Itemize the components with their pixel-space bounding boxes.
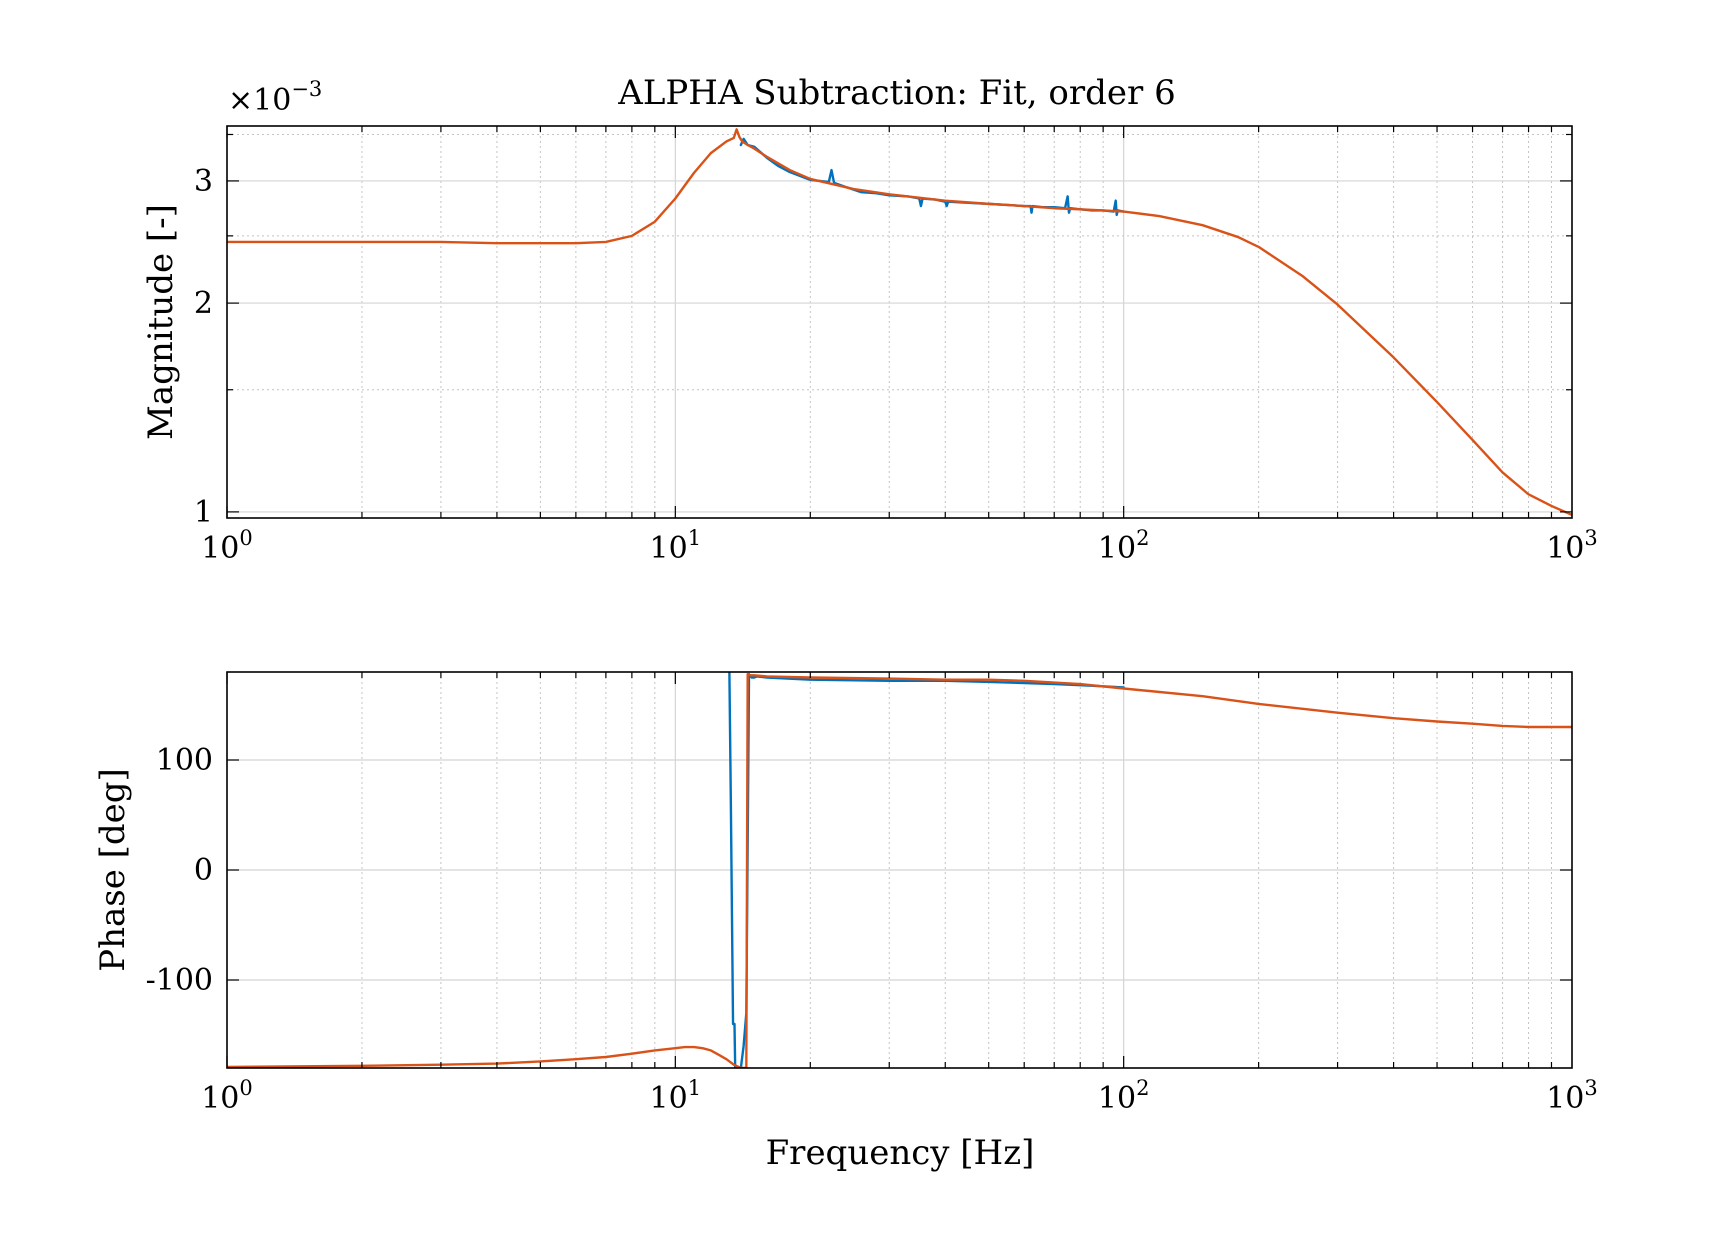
magnitude-series [227,128,1572,517]
x-tick-label-exponent: 1 [688,1076,701,1100]
chart-title: ALPHA Subtraction: Fit, order 6 [617,73,1175,113]
magnitude-ticks [226,126,1572,518]
x-tick-label-base: 10 [1098,531,1136,566]
magnitude-grid [226,126,1572,518]
frequency-xlabel: Frequency [Hz] [766,1133,1035,1173]
magnitude-multiplier-label: ×10−3 [228,77,322,118]
magnitude-axes-box [226,125,1573,519]
phase-ylabel: Phase [deg] [93,768,133,972]
x-tick-label-exponent: 0 [239,526,252,550]
x-tick-label-base: 10 [1546,1081,1584,1116]
x-tick-label-base: 10 [650,1081,688,1116]
x-tick-label-base: 10 [1098,1081,1136,1116]
x-tick-label-base: 10 [201,531,239,566]
phase-ticks [226,672,1572,1068]
y-tick-label: 100 [156,743,213,778]
x-tick-label: 101 [650,1076,702,1116]
x-tick-label-base: 10 [1546,531,1584,566]
x-tick-label-base: 10 [201,1081,239,1116]
phase-series [227,672,1572,1068]
x-tick-label: 100 [201,526,253,566]
phase-series-line-measured [728,672,1125,1068]
phase-axes-box [226,671,1573,1069]
phase-grid [226,672,1572,1068]
x-tick-label-exponent: 3 [1584,1076,1597,1100]
magnitude-ylabel: Magnitude [-] [141,204,181,440]
x-tick-label: 103 [1546,1076,1598,1116]
magnitude-series-line-fit [227,128,1572,517]
phase-series-line-fit [227,673,1572,1068]
magnitude-series-line-measured [739,137,1125,217]
y-tick-label: 1 [194,495,213,530]
x-tick-label-base: 10 [650,531,688,566]
x-tick-label: 101 [650,526,702,566]
x-tick-label: 102 [1098,1076,1150,1116]
x-tick-label: 102 [1098,526,1150,566]
magnitude-multiplier-exponent: −3 [291,77,322,101]
x-tick-label: 100 [201,1076,253,1116]
y-tick-label: 2 [194,286,213,321]
x-tick-label: 103 [1546,526,1598,566]
x-tick-label-exponent: 0 [239,1076,252,1100]
x-tick-label-exponent: 1 [688,526,701,550]
magnitude-multiplier-base: ×10 [228,83,291,118]
y-tick-label: 0 [194,853,213,888]
y-tick-label: -100 [146,963,213,998]
x-tick-label-exponent: 3 [1584,526,1597,550]
x-tick-label-exponent: 2 [1136,526,1149,550]
x-tick-label-exponent: 2 [1136,1076,1149,1100]
y-tick-label: 3 [194,164,213,199]
